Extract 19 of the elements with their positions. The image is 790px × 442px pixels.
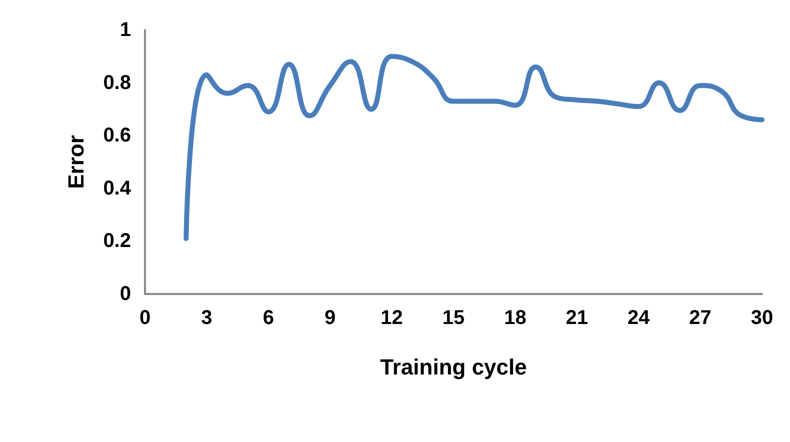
y-tick-label: 0.8 [103,72,131,94]
x-axis-title: Training cycle [380,354,527,380]
y-tick-label: 0 [120,283,131,305]
x-tick-label: 30 [750,307,774,329]
y-tick-label: 0.6 [103,124,131,147]
y-tick-label: 0.2 [103,230,131,252]
x-tick-label: 24 [627,307,651,329]
y-tick-label: 0.4 [103,177,132,200]
x-tick-label: 6 [262,307,274,329]
x-tick-label: 0 [139,307,151,329]
x-tick-label: 15 [442,307,465,329]
x-tick-label: 12 [380,307,403,329]
y-axis-title: Error [64,134,88,189]
x-tick-label: 27 [689,307,712,329]
x-tick-label: 18 [504,307,526,329]
x-tick-label: 21 [566,307,588,329]
x-tick-label: 9 [324,307,336,329]
x-tick-label: 3 [201,307,212,329]
y-tick-label: 1 [120,19,131,41]
